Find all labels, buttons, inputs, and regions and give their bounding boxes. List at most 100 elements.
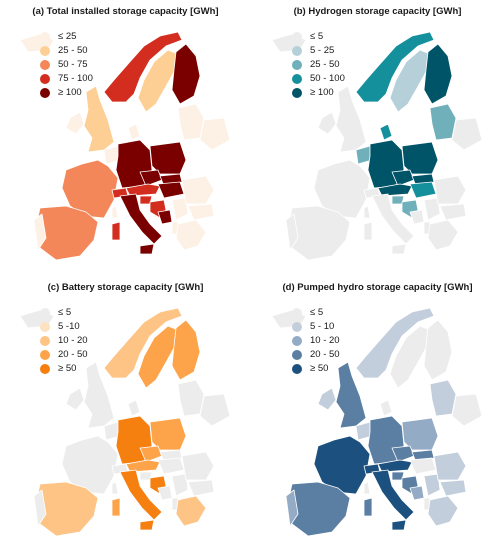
region-portugal xyxy=(33,213,47,251)
legend-label: 25 - 50 xyxy=(58,45,88,56)
region-greece xyxy=(427,495,459,527)
legend: ≤ 5 5 -10 10 - 20 20 - 50 ≥ 50 xyxy=(40,306,88,376)
legend-swatch xyxy=(292,87,302,98)
legend-label: 20 - 50 xyxy=(310,349,340,360)
legend-label: 50 - 100 xyxy=(310,73,345,84)
region-greece xyxy=(175,219,207,251)
europe-map-total xyxy=(19,31,231,261)
legend: ≤ 25 25 - 50 50 - 75 75 - 100 ≥ 100 xyxy=(40,30,93,100)
region-corsica xyxy=(363,481,371,495)
legend-label: ≤ 5 xyxy=(310,31,324,42)
region-italy xyxy=(371,469,415,521)
region-hungary xyxy=(409,457,437,475)
region-denmark xyxy=(127,123,141,141)
legend-swatch xyxy=(40,335,50,346)
region-italy xyxy=(119,469,163,521)
region-sardinia xyxy=(111,221,121,241)
region-poland xyxy=(401,417,439,451)
legend-item: ≥ 50 xyxy=(40,362,88,375)
legend-label: ≥ 50 xyxy=(58,363,77,374)
legend: ≤ 5 5 - 25 25 - 50 50 - 100 ≥ 100 xyxy=(292,30,345,100)
legend-item: ≤ 5 xyxy=(40,306,88,319)
region-ireland xyxy=(65,111,85,135)
legend-item: 5 - 10 xyxy=(292,320,340,333)
region-bulgaria xyxy=(439,203,467,221)
region-italy xyxy=(371,193,415,245)
region-france xyxy=(61,435,119,495)
legend-label: 10 - 20 xyxy=(58,335,88,346)
legend-item: ≥ 100 xyxy=(292,86,345,99)
legend-label: 5 - 25 xyxy=(310,45,335,56)
legend-swatch xyxy=(292,321,302,332)
legend-item: 10 - 20 xyxy=(292,334,340,347)
region-portugal xyxy=(33,489,47,527)
panel-hydrogen-storage: (b) Hydrogen storage capacity [GWh] ≤ 5 … xyxy=(252,0,503,275)
legend-swatch xyxy=(40,73,50,84)
region-bosnia xyxy=(157,209,173,225)
legend-label: ≤ 25 xyxy=(58,31,77,42)
region-sicily xyxy=(139,519,155,531)
region-sardinia xyxy=(111,497,121,517)
legend-swatch xyxy=(40,45,50,56)
region-hungary xyxy=(157,181,185,199)
region-bulgaria xyxy=(187,203,215,221)
region-belarus xyxy=(199,393,231,427)
region-norway xyxy=(355,31,435,103)
legend-label: 50 - 75 xyxy=(58,59,88,70)
region-finland xyxy=(171,319,201,381)
region-bosnia xyxy=(409,485,425,501)
legend-label: ≥ 50 xyxy=(310,363,329,374)
region-greece xyxy=(175,495,207,527)
region-france xyxy=(61,159,119,219)
region-baltics xyxy=(429,379,457,417)
legend-swatch xyxy=(292,363,302,374)
europe-map-battery xyxy=(19,307,231,537)
region-portugal xyxy=(285,213,299,251)
region-denmark xyxy=(379,399,393,417)
legend-swatch xyxy=(40,321,50,332)
legend-item: ≤ 25 xyxy=(40,30,93,43)
region-norway xyxy=(103,307,183,379)
legend-swatch xyxy=(292,59,302,70)
region-belarus xyxy=(451,393,483,427)
legend-swatch xyxy=(292,307,302,318)
region-bosnia xyxy=(409,209,425,225)
legend-item: ≥ 100 xyxy=(40,86,93,99)
legend-item: 25 - 50 xyxy=(292,58,345,71)
region-serbia xyxy=(171,473,189,497)
region-belarus xyxy=(451,117,483,151)
legend-item: 50 - 100 xyxy=(292,72,345,85)
region-corsica xyxy=(111,481,119,495)
region-portugal xyxy=(285,489,299,527)
panel-title: (d) Pumped hydro storage capacity [GWh] xyxy=(282,282,473,293)
panel-title: (a) Total installed storage capacity [GW… xyxy=(32,6,219,17)
legend-item: 25 - 50 xyxy=(40,44,93,57)
region-bulgaria xyxy=(439,479,467,497)
legend-item: 5 - 25 xyxy=(292,44,345,57)
legend-label: 10 - 20 xyxy=(310,335,340,346)
legend-swatch xyxy=(292,349,302,360)
legend-item: ≤ 5 xyxy=(292,30,345,43)
region-romania xyxy=(181,451,215,481)
region-serbia xyxy=(423,473,441,497)
region-baltics xyxy=(429,103,457,141)
region-sardinia xyxy=(363,221,373,241)
region-sicily xyxy=(139,243,155,255)
legend-label: 75 - 100 xyxy=(58,73,93,84)
region-france xyxy=(313,159,371,219)
region-italy xyxy=(119,193,163,245)
region-poland xyxy=(149,417,187,451)
region-romania xyxy=(433,175,467,205)
legend-label: 25 - 50 xyxy=(310,59,340,70)
legend-label: 5 - 10 xyxy=(310,321,335,332)
legend-swatch xyxy=(40,31,50,42)
region-poland xyxy=(149,141,187,175)
region-hungary xyxy=(157,457,185,475)
region-serbia xyxy=(423,197,441,221)
legend-item: ≥ 50 xyxy=(292,362,340,375)
panel-total-storage: (a) Total installed storage capacity [GW… xyxy=(0,0,251,275)
europe-map-pumped-hydro xyxy=(271,307,483,537)
legend-item: 10 - 20 xyxy=(40,334,88,347)
region-bosnia xyxy=(157,485,173,501)
legend-swatch xyxy=(40,87,50,98)
